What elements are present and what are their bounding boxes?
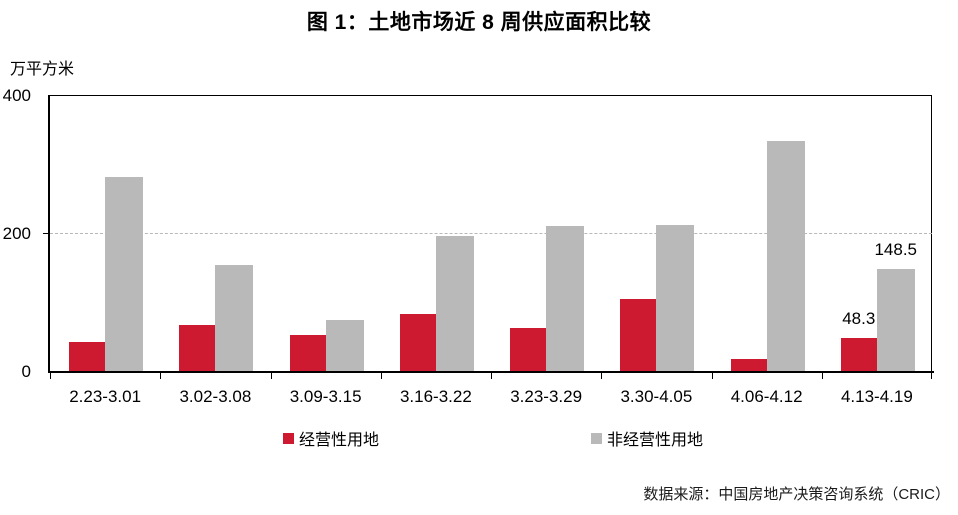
plot-area: 48.3 148.5 [50,95,932,371]
bar-group [381,95,491,371]
bar-primary [399,314,436,371]
bar-secondary [215,265,254,371]
x-tick-label: 3.16-3.22 [399,387,472,406]
legend-swatch-primary [283,432,294,444]
legend-item-primary: 经营性用地 [283,426,379,450]
bar-primary [840,338,877,371]
bar-primary [179,325,216,371]
x-tick-label: 3.02-3.08 [179,387,252,406]
legend-label-primary: 经营性用地 [299,432,380,449]
bar-secondary [656,225,695,371]
x-tick-mark [821,373,823,379]
y-tick-mark [43,233,48,234]
bar-primary [289,335,326,371]
bar-value-label: 148.5 [874,240,918,259]
x-tick-mark [931,373,932,379]
bar-value-label: 48.3 [842,309,876,328]
x-tick-label: 3.30-4.05 [620,387,693,406]
y-tick-label: 200 [2,224,31,243]
bar-secondary [546,226,584,371]
y-axis-line [48,95,50,373]
x-axis-line [48,371,934,373]
x-tick-label: 2.23-3.01 [69,387,142,406]
bar-secondary [766,141,805,371]
bar-primary [730,359,767,371]
bar-group [601,95,711,371]
y-tick-label: 400 [2,86,31,105]
legend-swatch-secondary [591,432,602,444]
x-tick-mark [160,373,162,379]
bar-group [271,95,381,371]
x-tick-mark [711,373,713,379]
y-tick-label: 0 [21,362,31,381]
bar-group [160,95,270,371]
bar-secondary [876,269,915,371]
x-tick-label: 4.06-4.12 [730,387,803,406]
bar-secondary [105,177,143,371]
x-tick-mark [491,373,492,379]
x-tick-mark [270,373,272,379]
plot-top-border [50,95,932,96]
bar-primary [69,342,105,371]
bar-group [50,95,160,371]
bar-group [712,95,822,371]
x-tick-mark [50,373,51,379]
chart-title: 图 1：土地市场近 8 周供应面积比较 [306,11,652,34]
bar-secondary [435,236,474,371]
legend-item-secondary: 非经营性用地 [591,426,703,450]
x-tick-label: 4.13-4.19 [840,387,913,406]
x-tick-mark [601,373,603,379]
x-tick-mark [380,373,382,379]
bar-group: 48.3 148.5 [822,95,932,371]
bar-primary [620,299,657,371]
y-gridline [50,233,932,234]
bar-secondary [325,320,364,371]
x-tick-label: 3.23-3.29 [510,387,583,406]
bar-primary [510,328,546,371]
legend: 经营性用地 非经营性用地 [0,426,958,450]
y-axis-unit-label: 万平方米 [10,61,75,78]
x-tick-label: 3.09-3.15 [289,387,362,406]
data-source-note: 数据来源：中国房地产决策咨询系统（CRIC） [643,486,950,503]
bar-group [491,95,601,371]
legend-label-secondary: 非经营性用地 [607,432,704,449]
